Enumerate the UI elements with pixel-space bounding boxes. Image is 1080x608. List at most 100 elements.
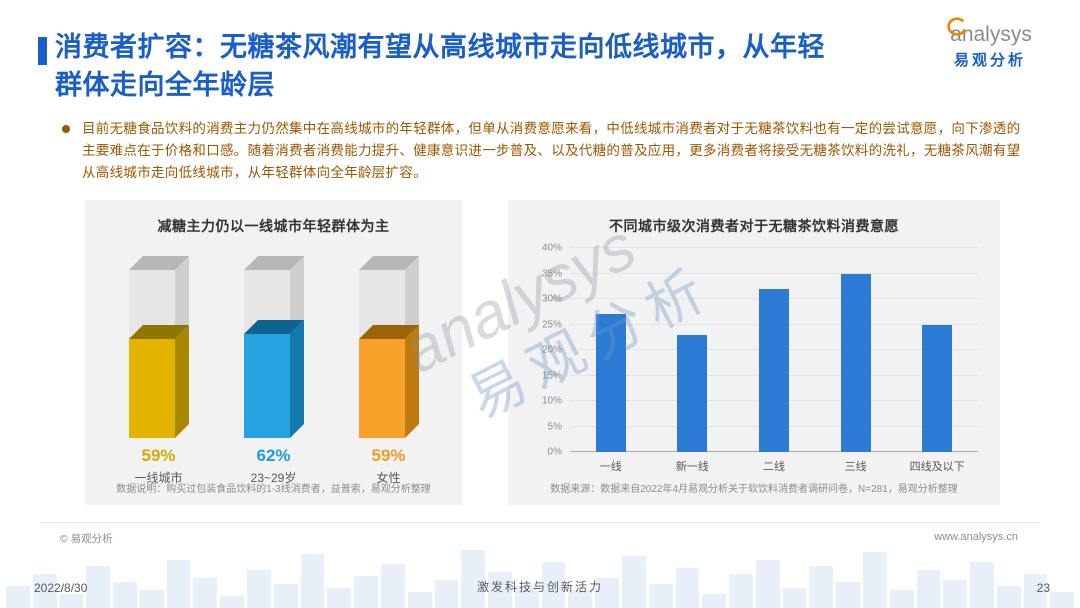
column-side-fill [404, 325, 419, 438]
building-silhouette [461, 550, 486, 608]
building-silhouette [6, 586, 30, 608]
x-tick-label: 四线及以下 [909, 461, 965, 473]
building-silhouette [354, 576, 378, 608]
building-silhouette [407, 592, 432, 608]
building-silhouette [247, 570, 271, 608]
building-silhouette [327, 588, 352, 608]
copyright-text: © 易观分析 [60, 533, 113, 545]
footer-divider [40, 522, 1040, 523]
building-silhouette [996, 586, 1021, 608]
building-silhouette [648, 584, 673, 608]
building-silhouette [782, 588, 807, 608]
footer-slogan: 激发科技与创新活力 [476, 580, 603, 594]
building-silhouette [220, 596, 245, 608]
building-silhouette [1050, 592, 1075, 608]
building-silhouette [916, 570, 941, 608]
building-silhouette [434, 580, 459, 608]
building-silhouette [59, 594, 84, 608]
building-silhouette [86, 566, 111, 608]
column-group: 62% 23~29岁 [222, 256, 326, 486]
x-axis-labels: 一线 新一线 二线 三线 四线及以下 [570, 458, 978, 474]
building-silhouette [675, 568, 700, 608]
summary-text: 目前无糖食品饮料的消费主力仍然集中在高线城市的年轻群体，但单从消费意愿来看，中低… [82, 121, 1021, 180]
logo-brand-en: analysys [947, 17, 1032, 45]
left-chart-panel: 减糖主力仍以一线城市年轻群体为主 59% 一线城市 62% 23~29岁 59% 女性 数… [85, 200, 462, 505]
bar-三线 [840, 273, 871, 452]
column-value-label: 59% [141, 446, 176, 465]
y-tick-label: 35% [541, 268, 562, 279]
gridline [570, 272, 978, 274]
y-axis-labels: 0% 5% 10% 15% 20% 25% 30% 35% 40% [532, 243, 566, 458]
building-silhouette [166, 560, 191, 608]
building-silhouette [300, 554, 325, 608]
bar-二线 [759, 288, 789, 452]
page-number: 23 [1036, 581, 1050, 595]
building-silhouette [488, 572, 512, 608]
x-tick-label: 一线 [599, 461, 622, 473]
website-text: www.analysys.cn [934, 531, 1018, 543]
building-silhouette [943, 580, 968, 608]
column-group: 59% 一线城市 [107, 256, 211, 486]
building-silhouette [273, 584, 298, 608]
column-group: 59% 女性 [337, 256, 441, 486]
y-tick-label: 30% [541, 293, 562, 305]
column-front-fill [128, 339, 175, 438]
bullet-dot [62, 125, 70, 133]
left-chart-title: 减糖主力仍以一线城市年轻群体为主 [157, 218, 390, 234]
column-side-fill [289, 320, 304, 438]
y-tick-label: 0% [547, 446, 562, 458]
building-silhouette [621, 556, 646, 608]
y-tick-label: 10% [541, 395, 562, 407]
building-silhouette [729, 574, 753, 608]
3d-fill-columns-chart: 59% 一线城市 62% 23~29岁 59% 女性 [101, 250, 446, 486]
right-chart-panel: 不同城市级次消费者对于无糖茶饮料消费意愿 0% 5% 10% 15% 20% 25% 30%… [508, 200, 1000, 505]
cityscape-decoration [0, 546, 1080, 608]
3d-column [358, 256, 419, 438]
y-tick-label: 40% [541, 242, 562, 254]
y-tick-label: 5% [547, 421, 562, 432]
plot-area [570, 247, 978, 452]
gridline [570, 247, 978, 248]
y-tick-label: 25% [541, 319, 562, 330]
building-silhouette [568, 590, 593, 608]
building-silhouette [32, 574, 57, 608]
y-tick-label: 15% [541, 370, 562, 381]
column-front-fill [358, 339, 405, 438]
x-tick-label: 三线 [844, 461, 867, 473]
3d-column [128, 256, 189, 438]
column-value-label: 62% [256, 446, 291, 465]
building-silhouette [380, 564, 405, 608]
bar-新一线 [677, 334, 708, 452]
right-chart-title: 不同城市级次消费者对于无糖茶饮料消费意愿 [609, 218, 899, 234]
building-silhouette [514, 586, 539, 608]
column-category-label: 23~29岁 [250, 471, 297, 485]
column-category-label: 女性 [376, 471, 401, 485]
footer-date: 2022/8/30 [34, 581, 88, 595]
building-silhouette [836, 582, 860, 608]
bar-一线 [595, 314, 626, 452]
building-silhouette [541, 562, 566, 608]
building-silhouette [863, 552, 887, 608]
building-silhouette [702, 594, 727, 608]
building-silhouette [595, 578, 619, 608]
bar-四线及以下 [922, 324, 953, 452]
building-silhouette [889, 590, 914, 608]
x-tick-label: 新一线 [675, 461, 709, 473]
logo-brand-cn: 易观分析 [953, 52, 1026, 69]
building-silhouette [755, 560, 780, 608]
column-value-label: 59% [371, 446, 406, 465]
right-chart-note: 数据来源：数据来自2022年4月易观分析关于软饮料消费者调研问卷，N=281，易… [550, 484, 958, 495]
column-category-label: 一线城市 [134, 471, 183, 485]
title-accent-bar [38, 37, 47, 65]
building-silhouette [809, 566, 834, 608]
y-tick-label: 20% [541, 344, 562, 356]
column-front-fill [243, 334, 290, 438]
building-silhouette [970, 562, 994, 608]
left-chart-note: 数据说明：购买过包装食品饮料的1-3线消费者，益普索，易观分析整理 [116, 484, 431, 495]
building-silhouette [113, 582, 137, 608]
bar-chart: 0% 5% 10% 15% 20% 25% 30% 35% 40% 一线 新一线 二线 三线 四线及以下 [532, 243, 978, 484]
building-silhouette [193, 578, 218, 608]
page-title: 消费者扩容：无糖茶风潮有望从高线城市走向低线城市，从年轻群体走向全年龄层 [55, 32, 825, 100]
building-silhouette [1023, 574, 1048, 608]
